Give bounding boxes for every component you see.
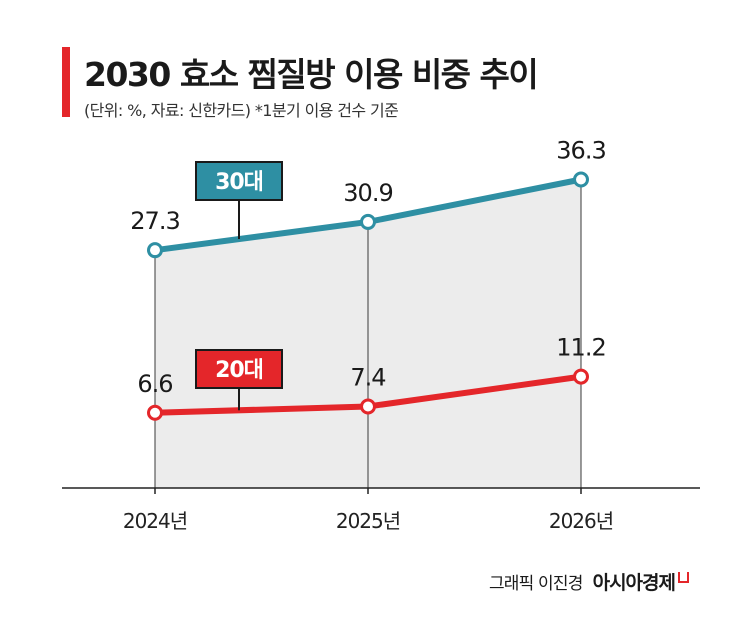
data-point: [147, 404, 163, 421]
data-point: [360, 398, 376, 415]
brand-logo: 아시아경제: [592, 572, 676, 594]
chart-subtitle: (단위: %, 자료: 신한카드) *1분기 이용 건수 기준: [84, 101, 399, 120]
series-tag: [195, 349, 283, 389]
data-label: 7.4: [350, 363, 385, 391]
data-label: 36.3: [556, 136, 605, 164]
data-label: 11.2: [556, 334, 605, 362]
data-label: 27.3: [130, 207, 179, 235]
data-point: [573, 171, 589, 188]
data-point: [360, 213, 376, 230]
title-accent-bar: [62, 47, 70, 117]
series-tag-label: 30대: [215, 170, 263, 195]
data-label: 30.9: [343, 179, 392, 207]
data-point: [147, 242, 163, 259]
chart-title: 2030 효소 찜질방 이용 비중 추이: [84, 55, 539, 94]
credit: 그래픽 이진경 아시아경제: [489, 568, 689, 595]
brand-mark-icon: [678, 572, 689, 583]
byline: 그래픽 이진경: [488, 574, 583, 594]
series-tag-label: 20대: [215, 358, 263, 383]
x-tick-label: 2024년: [123, 509, 187, 533]
data-label: 6.6: [137, 370, 172, 398]
x-tick-label: 2025년: [336, 509, 400, 533]
x-tick-label: 2026년: [549, 509, 613, 533]
series-tag: [195, 161, 283, 201]
data-point: [573, 368, 589, 385]
